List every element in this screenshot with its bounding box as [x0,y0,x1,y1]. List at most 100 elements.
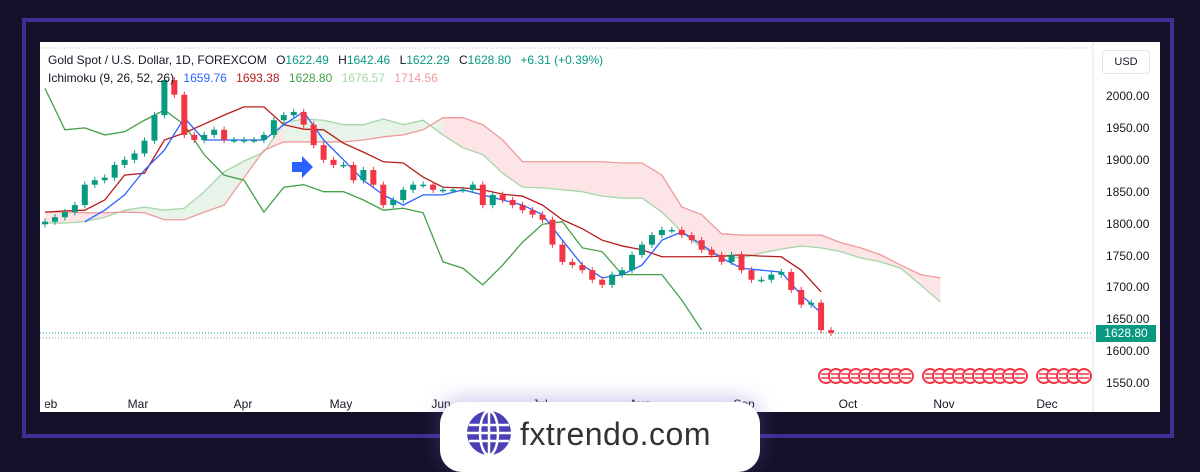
candle-body [639,244,645,255]
candle-body [778,272,785,275]
brand-name: fxtrendo.com [520,416,711,452]
candle-body [270,120,277,135]
candle-body [290,111,297,116]
candle-body [171,80,178,95]
candle-body [748,270,755,280]
candle-body [380,184,387,206]
cloud-segment [622,162,642,199]
candle-body [161,80,168,116]
candle-body [609,274,616,285]
cloud-segment [642,162,662,213]
candle-body [250,140,257,142]
indicator-name[interactable]: Ichimoku (9, 26, 52, 26) [48,71,175,85]
candle-body [201,134,208,141]
blue-arrow-icon [292,156,313,178]
symbol-legend: Gold Spot / U.S. Dollar, 1D, FOREXCOM O1… [48,53,609,67]
candle-body [658,229,665,236]
open-value: 1622.49 [285,53,329,67]
last-price-label: 1628.80 [1096,325,1156,342]
open-label: O [276,53,286,67]
cloud-segment [562,161,583,192]
candle-body [668,229,675,232]
candle-body [589,270,596,280]
candle-body [131,153,138,160]
candle-body [221,129,228,141]
cloud-segment [224,161,244,206]
kijun-value: 1693.38 [236,71,280,85]
candle-body [728,254,735,262]
cloud-segment [323,120,344,142]
brand-badge: fxtrendo.com [440,402,760,472]
candle-body [320,145,327,160]
price-tick: 1650.00 [1106,312,1150,327]
cloud-segment [164,208,185,220]
candle-body [648,235,655,245]
chart-panel[interactable] [40,42,1160,412]
cloud-segment [701,214,722,257]
low-label: L [399,53,407,67]
month-tick: Dec [1036,397,1058,411]
candle-body [241,140,247,142]
candle-body [71,205,78,213]
candle-body [91,180,98,185]
candle-body [310,124,317,146]
candle-body [539,214,546,220]
candle-body [479,184,486,206]
cloud-segment [880,254,901,269]
candle-body [559,244,566,262]
candle-body [768,274,775,280]
change-value: +6.31 (+0.39%) [520,53,604,67]
candle-body [619,270,626,275]
candle-body [330,159,337,165]
symbol-name[interactable]: Gold Spot / U.S. Dollar, 1D, FOREXCOM [48,53,267,67]
candle-body [718,254,725,262]
price-tick: 2000.00 [1106,89,1150,103]
close-label: C [458,53,468,67]
candle-body [121,159,128,165]
month-tick: Oct [838,397,858,411]
indicator-legend: Ichimoku (9, 26, 52, 26) 1659.76 1693.38… [48,71,444,85]
cloud-segment [443,117,463,148]
cloud-segment [462,117,483,155]
candle-body [758,279,765,282]
span-a-value: 1676.57 [341,71,386,85]
cloud-segment [761,235,782,253]
candle-body [231,140,238,142]
candle-body [211,129,218,135]
candle-body [260,134,267,141]
us-flag-event-icon [1076,368,1092,384]
candle-body [51,217,58,222]
candle-body [678,229,685,236]
high-value: 1642.46 [346,53,391,67]
cloud-segment [144,207,165,220]
candle-body [599,279,606,285]
candle-body [440,189,446,192]
price-tick: 1900.00 [1106,152,1150,167]
candle-body [579,265,586,271]
candle-body [818,302,825,331]
candle-body [509,199,516,206]
candle-body [400,189,407,200]
candle-body [489,194,496,206]
currency-button[interactable]: USD [1102,50,1150,74]
candle-body [191,134,198,141]
us-flag-event-icon [898,368,914,384]
tenkan-value: 1659.76 [183,71,227,85]
candle-body [390,199,397,206]
price-tick: 1750.00 [1106,248,1150,263]
cloud-segment [801,235,822,248]
candle-body [300,111,307,125]
high-label: H [338,53,347,67]
cloud-segment [582,161,603,197]
candle-body [280,115,287,121]
candle-body [340,164,347,167]
cloud-segment [602,161,623,199]
candle-body [61,212,68,218]
cloud-segment [184,191,205,220]
month-tick: Apr [233,397,253,411]
candle-body [350,164,357,181]
month-tick: Mar [127,397,149,411]
month-tick: May [329,397,353,411]
price-tick: 1950.00 [1106,120,1150,135]
